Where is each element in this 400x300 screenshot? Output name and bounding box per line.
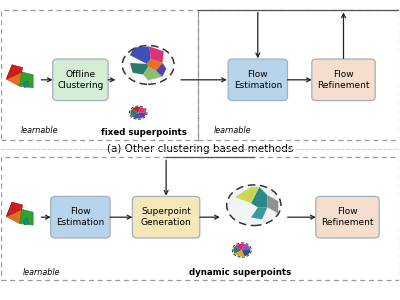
Polygon shape (156, 63, 166, 76)
Text: Flow
Refinement: Flow Refinement (317, 70, 370, 90)
Text: Offline
Clustering: Offline Clustering (57, 70, 104, 90)
Text: learnable: learnable (21, 126, 58, 135)
Text: learnable: learnable (214, 126, 252, 135)
Bar (1, 158, 399, 280)
Text: (a) Other clustering based methods: (a) Other clustering based methods (107, 143, 293, 154)
Wedge shape (130, 109, 138, 116)
Polygon shape (251, 187, 267, 207)
FancyBboxPatch shape (316, 196, 379, 238)
Wedge shape (132, 107, 141, 113)
Polygon shape (235, 187, 259, 203)
Polygon shape (6, 65, 23, 79)
Text: Flow
Refinement: Flow Refinement (321, 207, 374, 227)
Text: learnable: learnable (23, 268, 60, 277)
Polygon shape (20, 209, 33, 225)
Polygon shape (267, 195, 278, 213)
Polygon shape (24, 80, 28, 88)
Circle shape (122, 46, 174, 84)
Wedge shape (235, 250, 244, 256)
FancyBboxPatch shape (53, 59, 108, 100)
Polygon shape (150, 46, 164, 63)
Wedge shape (242, 250, 250, 256)
Polygon shape (251, 207, 267, 220)
Polygon shape (6, 202, 23, 217)
Circle shape (227, 185, 281, 226)
Polygon shape (130, 46, 151, 64)
Circle shape (232, 243, 252, 257)
Polygon shape (147, 59, 162, 71)
FancyBboxPatch shape (228, 59, 288, 100)
Wedge shape (138, 107, 146, 113)
Text: Flow
Estimation: Flow Estimation (56, 207, 104, 227)
FancyBboxPatch shape (312, 59, 375, 100)
Text: dynamic superpoints: dynamic superpoints (189, 268, 291, 277)
Text: Flow
Estimation: Flow Estimation (234, 70, 282, 90)
Wedge shape (132, 113, 141, 118)
Bar (198, 10, 399, 140)
Polygon shape (20, 72, 33, 88)
FancyBboxPatch shape (51, 196, 110, 238)
FancyBboxPatch shape (132, 196, 200, 238)
Polygon shape (24, 218, 28, 225)
Polygon shape (130, 63, 148, 75)
Circle shape (130, 106, 147, 119)
Polygon shape (6, 202, 22, 224)
Polygon shape (6, 65, 22, 86)
Wedge shape (138, 113, 146, 118)
Polygon shape (143, 67, 162, 80)
Wedge shape (242, 244, 250, 250)
Text: Superpoint
Generation: Superpoint Generation (141, 207, 192, 227)
Bar (1, 10, 198, 140)
Wedge shape (233, 246, 242, 254)
Text: fixed superpoints: fixed superpoints (101, 128, 187, 136)
Wedge shape (235, 244, 244, 250)
